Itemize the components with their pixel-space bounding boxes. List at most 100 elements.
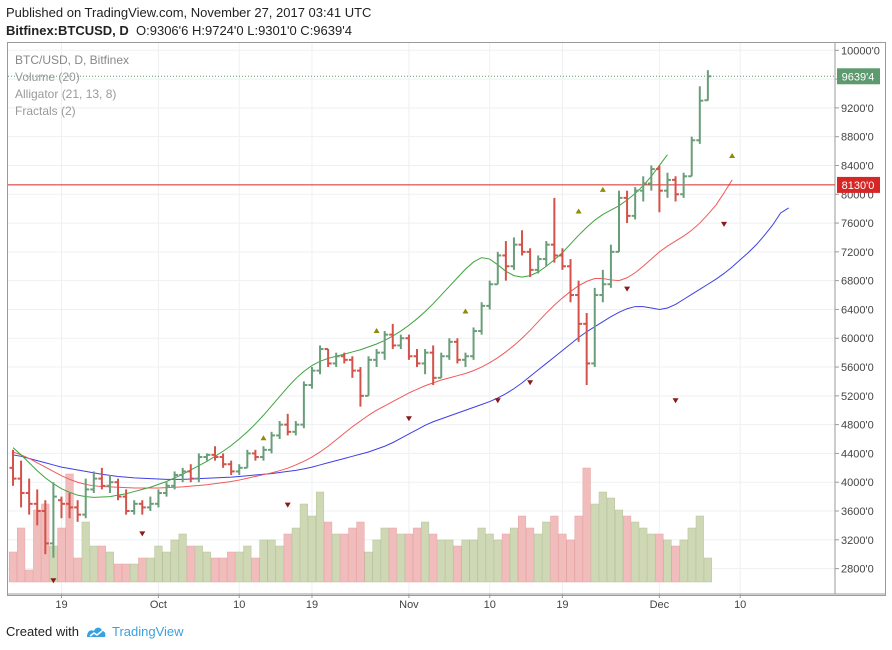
y-tick-label: 10000'0	[841, 45, 880, 57]
y-tick-label: 8800'0	[841, 132, 874, 144]
ohlc-bar	[154, 489, 162, 508]
ohlc-bar	[397, 334, 405, 350]
ohlc-bar	[308, 367, 316, 389]
volume-bar	[679, 539, 688, 583]
x-tick-label: 10	[734, 599, 746, 611]
ohlc-bar	[486, 280, 494, 310]
volume-bar	[501, 533, 510, 583]
volume-bar	[453, 545, 462, 583]
ohlc-bar	[146, 496, 154, 512]
legend-fractals[interactable]: Fractals (2)	[15, 104, 76, 118]
ohlc-bar	[429, 345, 437, 386]
volume-bar	[154, 545, 163, 583]
price-label-box	[837, 176, 880, 193]
ohlc-bar	[284, 413, 292, 436]
fractal-down-marker	[494, 398, 501, 404]
ohlc-bar	[66, 493, 74, 519]
volume-bar	[703, 557, 712, 583]
legend-title: BTC/USD, D, Bitfinex	[15, 53, 130, 67]
y-tick-label: 6800'0	[841, 276, 874, 288]
ohlc-bar	[623, 190, 631, 224]
ohlc-bar	[591, 287, 599, 368]
ohlc-bar	[49, 482, 57, 558]
ohlc-bar	[163, 482, 171, 497]
ohlc-bar	[276, 421, 284, 440]
volume-bar	[138, 557, 147, 583]
y-tick-label: 4800'0	[841, 420, 874, 432]
x-tick-label: 19	[306, 599, 318, 611]
fractal-up-marker	[729, 153, 736, 159]
y-tick-label: 5200'0	[841, 391, 874, 403]
ohlc-bar	[292, 421, 300, 436]
y-tick-label: 4400'0	[841, 448, 874, 460]
ohlc-bar	[453, 338, 461, 364]
ohlc-bar	[470, 327, 478, 360]
volume-bar	[469, 539, 478, 583]
ohlc-bar	[106, 475, 114, 494]
volume-bar	[251, 557, 260, 583]
y-tick-label: 6000'0	[841, 333, 874, 345]
ohlc-bar	[41, 500, 49, 555]
fractal-down-marker	[527, 380, 534, 386]
ohlc-bar	[696, 86, 704, 144]
legend-alligator[interactable]: Alligator (21, 13, 8)	[15, 87, 117, 101]
volume-bar	[614, 509, 624, 583]
ohlc-bar	[615, 190, 623, 253]
fractal-up-marker	[575, 208, 582, 214]
volume-bar	[558, 533, 567, 583]
ohlc-bar	[502, 241, 510, 281]
ohlc-bar	[672, 176, 680, 202]
volume-bar	[227, 551, 236, 583]
volume-bar	[259, 539, 268, 583]
volume-bar	[517, 515, 527, 583]
volume-bar	[509, 527, 519, 583]
volume-bar	[299, 503, 308, 583]
volume-bar	[647, 533, 656, 583]
x-tick-label: 19	[55, 599, 67, 611]
volume-bar	[186, 545, 195, 583]
ohlc-bar	[526, 248, 534, 278]
ohlc-bar	[639, 176, 647, 202]
ohlc-bar	[259, 446, 267, 461]
volume-bar	[283, 533, 292, 583]
volume-bar	[412, 527, 422, 583]
volume-bar	[421, 521, 430, 583]
ohlc-readout: O:9306'6 H:9724'0 L:9301'0 C:9639'4	[136, 23, 352, 38]
volume-bar	[687, 527, 696, 583]
volume-bar	[485, 533, 494, 583]
volume-bar	[550, 515, 559, 583]
price-label-text: 9639'4	[842, 71, 875, 83]
volume-bar	[590, 503, 599, 583]
ohlc-bar	[57, 496, 65, 519]
ohlc-bar	[130, 500, 138, 515]
ohlc-bar	[17, 460, 25, 508]
ohlc-bar	[704, 70, 712, 102]
volume-bar	[372, 539, 381, 583]
ohlc-bar	[389, 323, 397, 350]
volume-bar	[332, 533, 341, 583]
tradingview-brand[interactable]: TradingView	[85, 624, 184, 639]
indicator-legend: BTC/USD, D, Bitfinex Volume (20) Alligat…	[15, 52, 129, 120]
x-tick-label: Oct	[150, 599, 167, 611]
ohlc-bar	[300, 381, 308, 429]
x-tick-label: Dec	[650, 599, 670, 611]
ohlc-bar	[332, 352, 340, 368]
volume-bar	[219, 557, 228, 583]
volume-bar	[566, 539, 575, 583]
volume-bar	[113, 563, 123, 583]
volume-bar	[178, 533, 187, 583]
volume-bar	[25, 569, 34, 583]
volume-bar	[17, 527, 26, 583]
ohlc-bar	[542, 241, 550, 267]
legend-volume[interactable]: Volume (20)	[15, 70, 80, 84]
footer: Created with TradingView	[6, 624, 184, 639]
ohlc-bar	[98, 467, 106, 490]
ohlc-bar	[114, 478, 122, 501]
volume-bar	[65, 473, 74, 583]
volume-bar	[380, 527, 389, 583]
volume-bar	[307, 515, 317, 583]
volume-bar	[275, 545, 284, 583]
ohlc-bar	[445, 338, 453, 360]
ohlc-bar	[33, 489, 41, 526]
